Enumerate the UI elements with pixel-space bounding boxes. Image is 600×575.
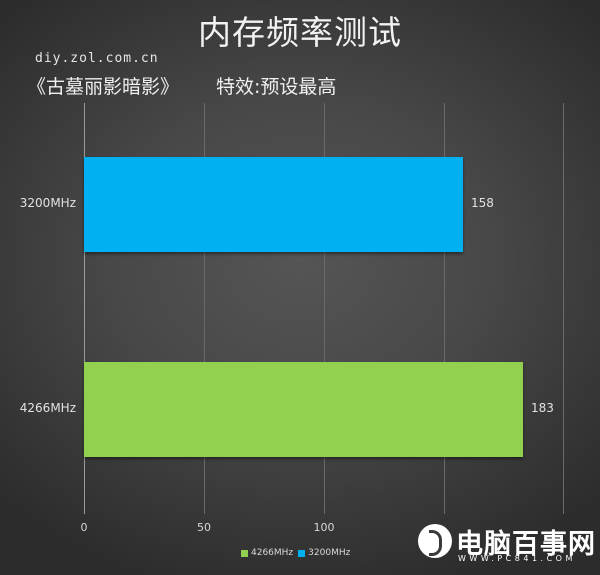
- graphics-setting: 特效:预设最高: [216, 76, 337, 98]
- category-label-3200mhz: 3200MHz: [19, 196, 76, 210]
- gridline-100: [324, 103, 325, 514]
- x-tick-100: 100: [313, 521, 335, 534]
- value-label-4266mhz: 183: [531, 401, 554, 415]
- watermark-url: WWW.PC841.COM: [458, 554, 576, 563]
- game-name: 《古墓丽影暗影》: [27, 76, 180, 98]
- value-label-3200mhz: 158: [471, 196, 494, 210]
- legend-label-4266mhz: 4266MHz: [251, 548, 294, 558]
- legend-label-3200mhz: 3200MHz: [308, 548, 351, 558]
- gridline-150: [444, 103, 445, 514]
- chart-title: 内存频率测试: [198, 13, 402, 52]
- legend-swatch-4266mhz: [241, 549, 248, 557]
- bar-4266mhz: [84, 362, 523, 457]
- x-tick-50: 50: [197, 521, 211, 534]
- pc841-logo-icon: [418, 524, 452, 558]
- plot-area: [84, 103, 564, 514]
- bar-3200mhz: [84, 157, 463, 252]
- legend-swatch-3200mhz: [298, 549, 306, 557]
- gridline-0: [84, 103, 85, 514]
- category-label-4266mhz: 4266MHz: [19, 401, 76, 415]
- x-tick-0: 0: [80, 521, 88, 534]
- legend: 4266MHz 3200MHz: [241, 548, 350, 558]
- gridline-50: [204, 103, 205, 514]
- source-site: diy.zol.com.cn: [35, 51, 159, 66]
- watermark-name: 电脑百事网: [456, 529, 596, 560]
- watermark: 电脑百事网 WWW.PC841.COM: [418, 522, 598, 567]
- gridline-200: [563, 103, 564, 514]
